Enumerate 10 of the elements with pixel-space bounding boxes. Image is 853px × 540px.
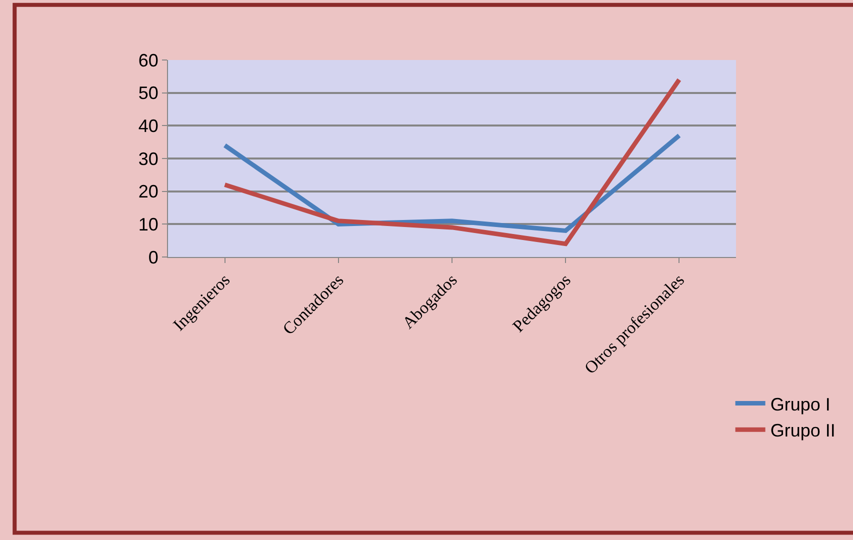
y-tick-label: 30 [138,148,158,169]
legend-label: Grupo II [770,420,836,441]
y-tick-label: 0 [148,247,158,268]
y-tick-label: 50 [138,83,158,104]
y-tick-label: 20 [138,182,158,202]
y-tick-label: 60 [138,50,158,70]
line-series [222,77,682,246]
y-tick-label: 10 [138,214,158,234]
y-tick-label: 40 [138,116,158,136]
legend-label: Grupo I [770,394,830,414]
